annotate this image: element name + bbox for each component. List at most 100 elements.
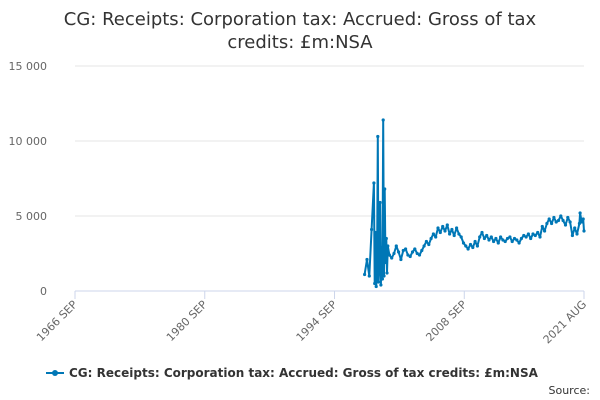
data-point xyxy=(503,239,507,244)
y-axis-labels: 0 5 000 10 000 15 000 xyxy=(9,60,48,298)
data-point xyxy=(578,211,582,215)
data-point xyxy=(577,221,582,226)
data-point xyxy=(545,221,549,226)
data-point xyxy=(424,239,428,244)
x-tick-label: 1994 SEP xyxy=(294,298,340,344)
y-tick-label: 5 000 xyxy=(16,210,48,223)
data-point xyxy=(459,235,463,239)
data-point xyxy=(543,229,547,233)
data-point xyxy=(492,239,496,244)
data-point xyxy=(461,241,466,245)
data-point xyxy=(410,250,415,254)
data-point xyxy=(471,245,475,250)
data-point xyxy=(547,217,551,221)
data-point xyxy=(575,232,579,236)
x-axis-labels: 1966 SEP 1980 SEP 1994 SEP 2008 SEP 2021 AUG xyxy=(34,298,589,347)
data-point xyxy=(427,242,431,247)
data-point xyxy=(559,214,563,218)
data-point xyxy=(422,244,426,248)
data-point xyxy=(478,235,482,239)
data-point xyxy=(380,277,384,281)
x-tick-label: 2008 SEP xyxy=(423,298,469,344)
y-tick-label: 10 000 xyxy=(9,135,48,148)
data-point xyxy=(373,230,378,235)
data-point xyxy=(480,230,484,235)
data-point xyxy=(381,118,385,122)
data-point xyxy=(441,224,445,229)
data-point xyxy=(434,235,438,239)
data-point xyxy=(413,247,417,251)
data-point xyxy=(554,220,558,224)
data-point xyxy=(581,217,585,221)
data-point xyxy=(494,236,498,241)
data-point xyxy=(536,230,540,235)
data-point xyxy=(538,235,542,239)
data-point xyxy=(552,215,556,220)
data-point xyxy=(485,233,489,238)
data-point xyxy=(375,271,379,275)
data-point xyxy=(376,280,381,284)
data-point xyxy=(482,236,486,241)
data-point xyxy=(531,232,535,236)
data-point xyxy=(399,257,403,262)
legend-item[interactable]: CG: Receipts: Corporation tax: Accrued: … xyxy=(46,363,538,383)
data-point xyxy=(508,235,512,239)
data-point xyxy=(384,236,388,241)
data-point xyxy=(378,200,382,205)
grid-lines xyxy=(75,65,584,217)
data-point xyxy=(382,274,386,278)
series-layer xyxy=(363,118,586,289)
data-point xyxy=(443,229,447,233)
data-point xyxy=(580,220,584,224)
data-point xyxy=(365,257,369,262)
data-point xyxy=(517,241,521,245)
source-credit[interactable]: Source: xyxy=(548,384,591,397)
data-point xyxy=(431,232,435,236)
data-point xyxy=(390,256,394,260)
data-point xyxy=(519,236,524,241)
data-point xyxy=(487,238,491,242)
data-point xyxy=(363,272,367,277)
data-point xyxy=(582,229,586,233)
data-point xyxy=(550,221,554,226)
data-point xyxy=(568,220,572,224)
data-point xyxy=(526,232,531,236)
x-tick-label: 1980 SEP xyxy=(164,298,210,344)
data-point xyxy=(466,247,470,251)
data-point xyxy=(489,235,493,239)
data-point xyxy=(540,224,544,229)
data-point xyxy=(533,233,537,238)
data-point xyxy=(499,235,503,239)
x-tick-label: 2021 AUG xyxy=(541,298,590,347)
data-point xyxy=(452,233,456,238)
data-point xyxy=(496,241,500,245)
data-point xyxy=(372,181,376,185)
y-tick-label: 15 000 xyxy=(9,60,48,73)
data-point xyxy=(370,227,374,232)
x-axis xyxy=(74,290,585,299)
data-point xyxy=(473,239,477,244)
data-point xyxy=(529,236,533,241)
data-point xyxy=(522,233,526,238)
legend-swatch-icon xyxy=(46,368,64,378)
data-point xyxy=(394,244,398,248)
data-point xyxy=(457,232,461,236)
data-point xyxy=(379,283,383,287)
x-tick-label: 1966 SEP xyxy=(34,298,80,344)
data-point xyxy=(561,218,565,223)
data-point xyxy=(445,223,449,227)
chart-title: CG: Receipts: Corporation tax: Accrued: … xyxy=(63,9,537,53)
data-point xyxy=(377,262,381,266)
data-point xyxy=(367,274,371,278)
data-point xyxy=(420,248,424,253)
data-point xyxy=(475,244,479,248)
data-point xyxy=(468,242,473,247)
data-point xyxy=(438,230,442,235)
data-point xyxy=(510,239,514,244)
series-line xyxy=(363,119,585,288)
data-point xyxy=(563,223,568,227)
data-point xyxy=(401,248,405,253)
data-point xyxy=(404,247,408,251)
data-point xyxy=(505,236,510,241)
